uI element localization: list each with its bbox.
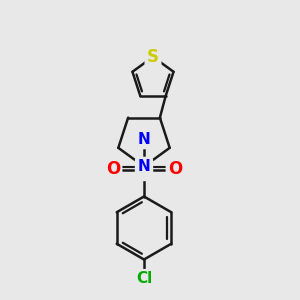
Text: N: N [138,159,150,174]
Text: Cl: Cl [136,271,152,286]
Text: N: N [138,132,150,147]
Text: O: O [106,160,120,178]
Text: O: O [168,160,182,178]
Text: S: S [137,160,151,178]
Text: S: S [147,48,159,66]
